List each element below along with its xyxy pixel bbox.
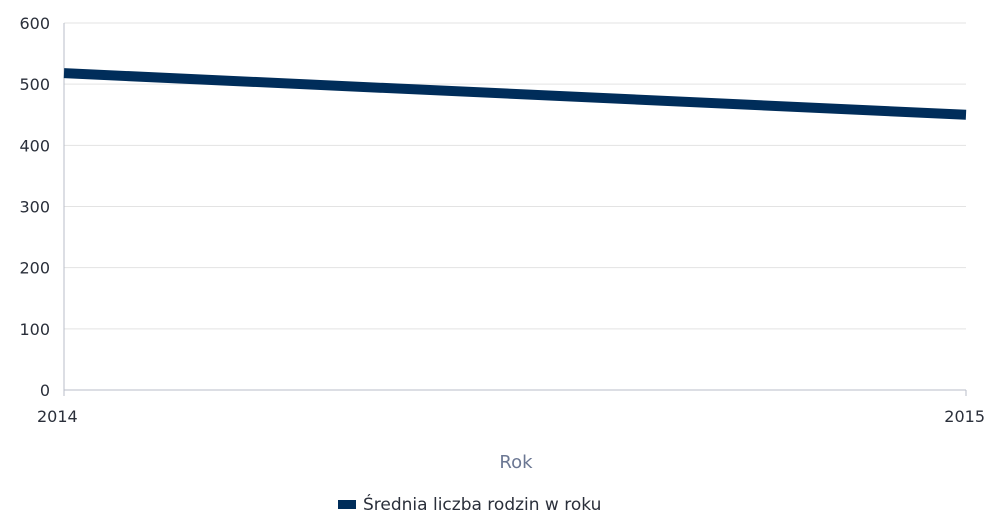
x-tick-label: 2015 bbox=[944, 407, 985, 426]
y-tick-label: 300 bbox=[19, 198, 50, 217]
series-line bbox=[63, 68, 967, 120]
grid-lines bbox=[64, 22, 966, 330]
y-tick-label: 100 bbox=[19, 320, 50, 339]
x-axis-ticks: 2014 2015 bbox=[37, 390, 985, 426]
y-tick-label: 200 bbox=[19, 259, 50, 278]
legend: Średnia liczba rodzin w roku bbox=[338, 493, 601, 515]
y-tick-label: 0 bbox=[40, 381, 50, 400]
x-axis-title: Rok bbox=[499, 452, 533, 473]
axes bbox=[63, 23, 966, 396]
legend-label: Średnia liczba rodzin w roku bbox=[363, 493, 601, 515]
legend-swatch bbox=[338, 500, 356, 509]
y-axis-ticks: 0 100 200 300 400 500 600 bbox=[19, 14, 50, 400]
series-layer bbox=[63, 68, 967, 120]
y-tick-label: 500 bbox=[19, 75, 50, 94]
y-tick-label: 400 bbox=[19, 136, 50, 155]
x-tick-label: 2014 bbox=[37, 407, 78, 426]
y-tick-label: 600 bbox=[19, 14, 50, 33]
